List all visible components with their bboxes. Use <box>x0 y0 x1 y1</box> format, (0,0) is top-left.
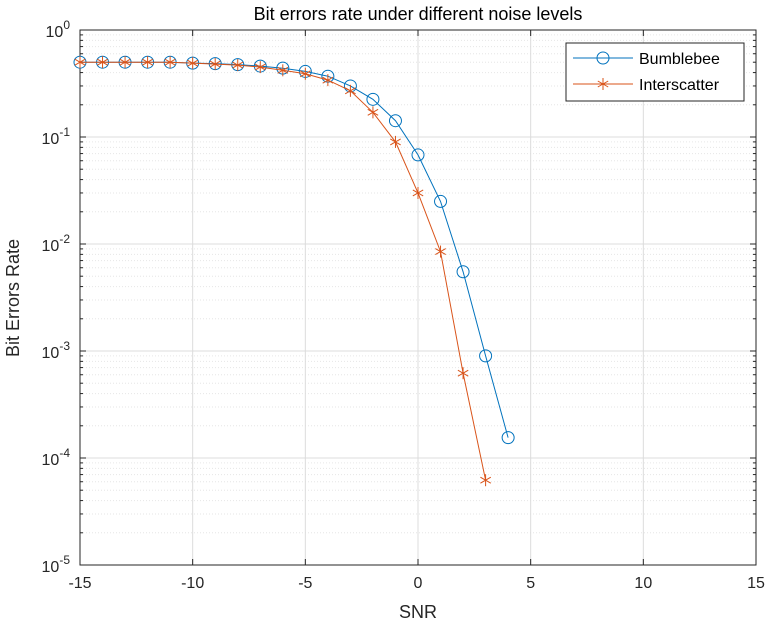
star-stroke <box>322 76 334 84</box>
series-interscatter <box>74 56 492 487</box>
data-point-interscatter <box>209 58 221 71</box>
star-stroke <box>142 58 154 66</box>
data-point-interscatter <box>187 57 199 70</box>
x-tick-label: -15 <box>68 575 91 592</box>
star-stroke <box>344 87 356 95</box>
data-point-bumblebee <box>366 92 380 106</box>
star-stroke <box>480 476 492 484</box>
data-point-interscatter <box>97 56 108 69</box>
star-stroke <box>390 138 401 146</box>
data-point-interscatter <box>74 56 86 69</box>
star-stroke <box>435 248 446 255</box>
axis-ticks <box>79 29 757 566</box>
star-stroke <box>457 369 469 377</box>
legend-item-bumblebee: Bumblebee <box>573 51 720 68</box>
data-point-interscatter <box>277 64 289 77</box>
data-point-interscatter <box>322 74 334 87</box>
legend: Bumblebee Interscatter <box>565 42 745 102</box>
x-tick-label: 0 <box>414 575 423 592</box>
data-point-interscatter <box>367 106 379 119</box>
y-tick-label: 10-1 <box>42 125 71 148</box>
star-stroke <box>412 189 424 197</box>
star-stroke <box>254 63 266 71</box>
data-point-interscatter <box>232 59 244 72</box>
y-tick-label: 10-4 <box>42 446 71 469</box>
data-point-interscatter <box>344 84 356 97</box>
legend-marker <box>596 51 610 65</box>
data-point-interscatter <box>435 245 446 258</box>
data-point-interscatter <box>142 56 154 69</box>
data-point-interscatter <box>299 67 311 80</box>
chart-title: Bit errors rate under different noise le… <box>254 4 583 24</box>
star-stroke <box>597 80 609 88</box>
star-stroke <box>97 58 108 66</box>
data-point-interscatter <box>480 474 492 487</box>
y-tick-label: 10-5 <box>42 553 71 576</box>
star-stroke <box>277 66 289 74</box>
series-layer <box>73 55 515 487</box>
x-tick-label: 15 <box>747 575 765 592</box>
data-point-interscatter <box>254 61 266 74</box>
legend-label: Interscatter <box>639 77 720 94</box>
y-tick-label: 10-2 <box>42 232 71 255</box>
star-stroke <box>299 70 311 78</box>
x-tick-label: -5 <box>298 575 312 592</box>
data-point-interscatter <box>164 56 176 69</box>
y-tick-label: 10-3 <box>42 339 71 362</box>
legend-box <box>565 42 745 102</box>
data-point-interscatter <box>119 56 131 69</box>
star-stroke <box>209 60 221 68</box>
star-stroke <box>164 58 176 66</box>
data-point-bumblebee <box>388 114 402 128</box>
y-tick-label: 100 <box>46 18 71 41</box>
data-point-bumblebee <box>479 349 493 363</box>
x-tick-label: 10 <box>634 575 652 592</box>
star-stroke <box>232 61 244 69</box>
legend-marker <box>597 78 609 90</box>
data-point-bumblebee <box>456 265 470 279</box>
x-tick-label: 5 <box>526 575 535 592</box>
star-stroke <box>187 59 199 67</box>
y-axis-label: Bit Errors Rate <box>3 239 23 357</box>
data-point-interscatter <box>457 367 469 380</box>
x-axis-label: SNR <box>399 602 437 622</box>
data-point-interscatter <box>390 135 401 148</box>
legend-item-interscatter: Interscatter <box>573 77 720 94</box>
data-point-bumblebee <box>434 194 448 208</box>
legend-label: Bumblebee <box>639 51 720 68</box>
star-stroke <box>367 108 379 116</box>
data-point-bumblebee <box>411 148 425 162</box>
data-point-bumblebee <box>501 431 515 445</box>
x-tick-label: -10 <box>181 575 204 592</box>
x-tick-labels: -15 -10 -5 0 5 10 15 <box>68 575 765 592</box>
star-stroke <box>74 58 86 66</box>
y-tick-labels: 100 10-1 10-2 10-3 10-4 10-5 <box>42 18 71 576</box>
data-point-interscatter <box>412 186 424 199</box>
star-stroke <box>119 58 131 66</box>
